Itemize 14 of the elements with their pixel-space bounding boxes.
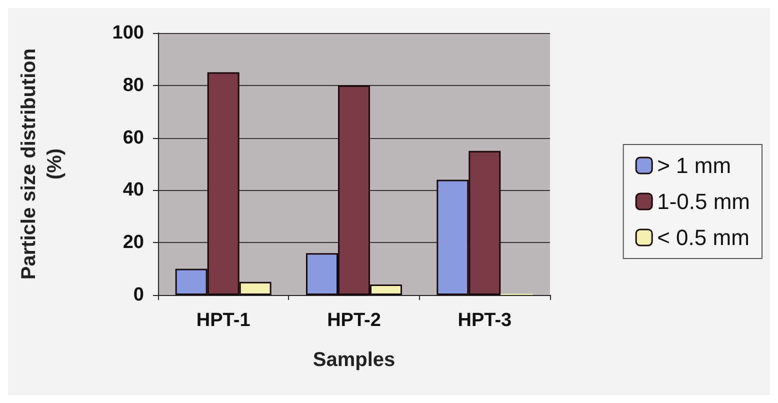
legend-label: 1-0.5 mm — [657, 189, 750, 214]
y-tick-label: 60 — [122, 127, 144, 148]
y-tick-label: 80 — [122, 74, 144, 96]
y-tick-label: 0 — [133, 284, 144, 306]
y-tick-label: 20 — [122, 232, 144, 254]
x-tick-label: HPT-1 — [196, 310, 251, 331]
x-tick-label: HPT-3 — [458, 310, 512, 331]
x-axis-title: Samples — [312, 349, 396, 371]
y-tick-label: 40 — [122, 180, 144, 201]
y-axis-title: Particle size distribution (%) — [18, 48, 66, 280]
legend-label: > 1 mm — [657, 153, 732, 178]
x-tick-label: HPT-2 — [327, 310, 381, 331]
legend-label: < 0.5 mm — [657, 225, 750, 250]
y-tick-label: 100 — [112, 22, 144, 44]
